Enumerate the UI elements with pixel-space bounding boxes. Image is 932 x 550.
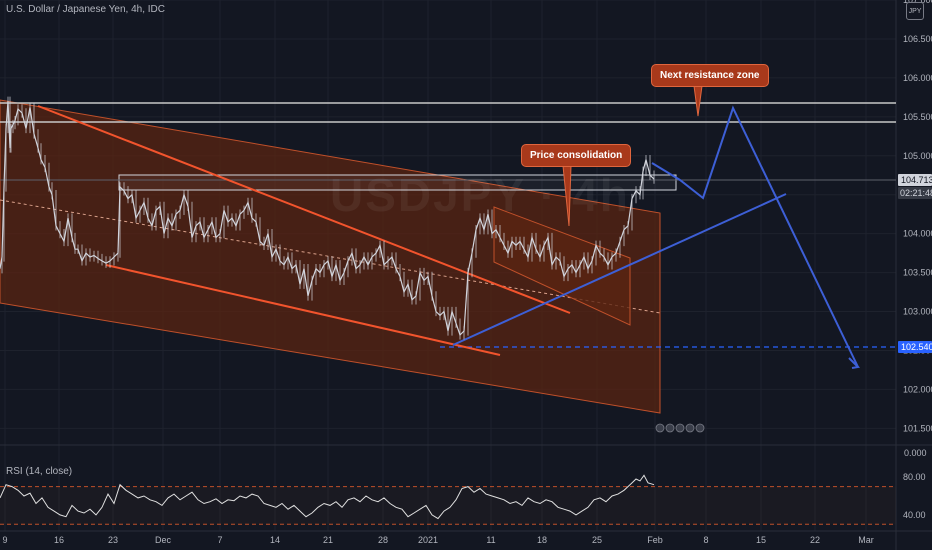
pane-zero-label: 0.000 — [904, 448, 927, 458]
trendline-lower — [105, 264, 501, 356]
time-tick-label: 25 — [592, 535, 602, 545]
time-tick-label: 23 — [108, 535, 118, 545]
countdown-badge — [898, 187, 932, 199]
price-tick-label: 103.500 — [903, 268, 932, 278]
time-tick-label: 15 — [756, 535, 766, 545]
time-tick-label: 7 — [217, 535, 222, 545]
symbol-title[interactable]: U.S. Dollar / Japanese Yen, 4h, IDC — [6, 4, 165, 15]
price-tick-label: 103.000 — [903, 307, 932, 317]
time-tick-label: 22 — [810, 535, 820, 545]
current-price-label: 104.713 — [901, 175, 932, 185]
rsi-band — [0, 486, 896, 525]
time-tick-label: 28 — [378, 535, 388, 545]
projected-path — [651, 105, 859, 368]
channel-midline — [0, 199, 661, 314]
time-tick-label: 2021 — [418, 535, 438, 545]
time-tick-label: Mar — [858, 535, 874, 545]
symbol-watermark: USDJPY · 4h — [330, 169, 630, 221]
price-tick-label: 102.000 — [903, 384, 932, 394]
price-tick-label: 105.000 — [903, 151, 932, 161]
price-tick-label: 104.000 — [903, 229, 932, 239]
rsi-series-line — [0, 474, 655, 520]
current-price-badge — [898, 174, 932, 186]
price-consolidation-callout[interactable]: Price consolidation — [521, 144, 632, 167]
rsi-tick-label: 40.00 — [903, 510, 926, 520]
time-tick-label: Feb — [647, 535, 663, 545]
time-tick-label: 11 — [486, 535, 495, 545]
rsi-tick-label: 80.00 — [903, 472, 926, 482]
rsi-indicator-title[interactable]: RSI (14, close) — [6, 466, 73, 477]
next-resistance-callout[interactable]: Next resistance zone — [651, 64, 769, 87]
countdown-label: 02:21:48 — [900, 188, 932, 198]
level-badge — [898, 341, 932, 353]
rising-trendline — [452, 193, 787, 346]
time-tick-label: 9 — [2, 535, 7, 545]
trendline-upper — [37, 105, 571, 314]
consolidation-flag — [493, 206, 631, 326]
price-tick-label: 101.500 — [903, 423, 932, 433]
time-tick-label: Dec — [155, 535, 172, 545]
level-label: 102.540 — [901, 342, 932, 352]
time-tick-label: 14 — [270, 535, 280, 545]
projected-path-arrowhead — [848, 357, 861, 369]
event-marker-icon — [665, 423, 675, 433]
price-tick-label: 106.000 — [903, 73, 932, 83]
price-tick-label: 106.500 — [903, 34, 932, 44]
currency-badge: JPY — [906, 2, 924, 20]
time-tick-label: 21 — [323, 535, 333, 545]
time-tick-label: 18 — [537, 535, 547, 545]
event-marker-icon — [655, 423, 665, 433]
event-marker-icon — [685, 423, 695, 433]
resistance-zone-box — [118, 174, 677, 191]
event-marker-icon — [695, 423, 705, 433]
price-tick-label: 105.500 — [903, 112, 932, 122]
time-tick-label: 16 — [54, 535, 64, 545]
time-tick-label: 8 — [703, 535, 708, 545]
event-marker-icon — [675, 423, 685, 433]
